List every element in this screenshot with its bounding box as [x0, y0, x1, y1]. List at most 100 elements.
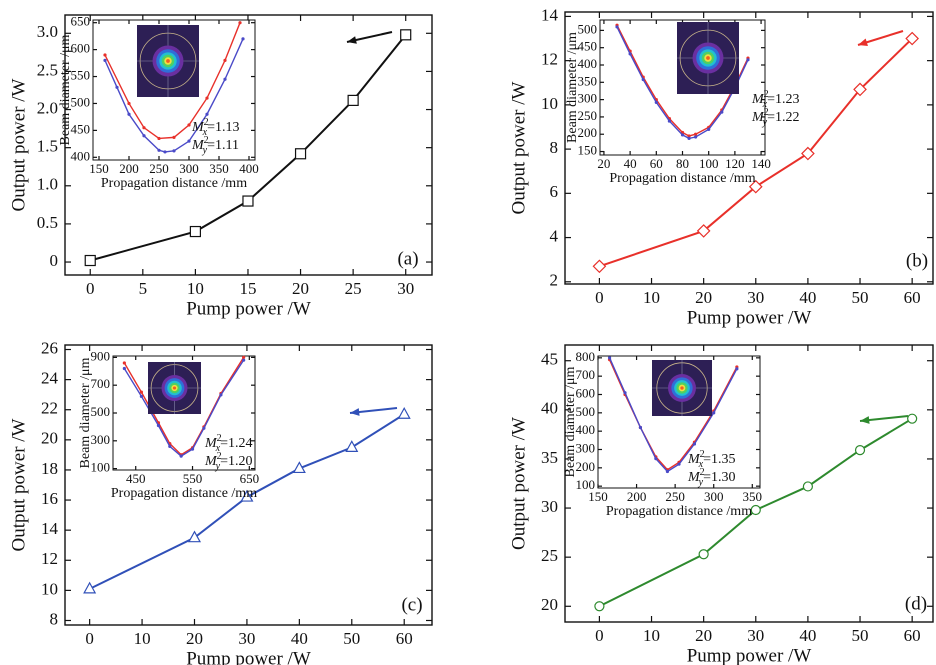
beam-profile-spot	[173, 386, 176, 389]
beam-point	[172, 136, 175, 139]
x-tick-label: 60	[904, 288, 921, 307]
x-tick-label: 30	[747, 288, 764, 307]
m2-annotation: M2x=1.35	[687, 449, 736, 470]
beam-point	[123, 361, 126, 364]
marker	[595, 602, 604, 611]
x-axis-title: Propagation distance /mm	[606, 504, 752, 519]
y-tick-label: 450	[578, 39, 598, 54]
y-tick-label: 500	[578, 21, 598, 36]
beam-point	[223, 78, 226, 81]
beam-point	[735, 367, 738, 370]
marker	[346, 441, 357, 451]
y-tick-label: 0	[50, 251, 59, 270]
y-axis-title: Output power /W	[508, 417, 529, 550]
m2-annotation: M2y=1.22	[751, 107, 800, 128]
beam-point	[142, 134, 145, 137]
marker	[348, 95, 358, 105]
y-tick-label: 8	[50, 609, 59, 628]
x-tick-label: 300	[704, 489, 724, 504]
marker	[189, 532, 200, 542]
y-tick-label: 2.0	[37, 98, 58, 117]
y-tick-label: 16	[41, 489, 58, 508]
beam-point	[115, 86, 118, 89]
y-tick-label: 6	[550, 182, 559, 201]
marker	[190, 227, 200, 237]
beam-point	[191, 448, 194, 451]
y-tick-label: 22	[41, 399, 58, 418]
y-tick-label: 300	[578, 91, 598, 106]
beam-point	[687, 137, 690, 140]
y-tick-label: 400	[71, 148, 91, 163]
x-axis-title: Pump power /W	[687, 307, 812, 328]
x-tick-label: 15	[239, 279, 256, 298]
x-tick-label: 200	[119, 161, 139, 176]
y-tick-label: 150	[578, 143, 598, 158]
beam-point	[157, 137, 160, 140]
y-tick-label: 2.5	[37, 60, 58, 79]
y-tick-label: 600	[71, 41, 91, 56]
y-tick-label: 100	[91, 460, 111, 475]
x-tick-label: 550	[183, 471, 203, 486]
m2-part: =1.23	[767, 92, 799, 107]
y-tick-label: 800	[576, 349, 596, 364]
beam-point	[140, 395, 143, 398]
beam-point	[668, 119, 671, 122]
y-tick-label: 400	[576, 422, 596, 437]
y-tick-label: 500	[71, 94, 91, 109]
y-tick-label: 350	[578, 73, 598, 88]
x-tick-label: 200	[627, 489, 647, 504]
y-tick-label: 26	[41, 338, 58, 357]
y-tick-label: 0.5	[37, 213, 58, 232]
y-axis-title: Beam diameter /μm	[563, 366, 578, 477]
marker	[593, 260, 605, 272]
m2-part: =1.30	[703, 470, 735, 485]
x-tick-label: 50	[852, 626, 869, 645]
beam-profile-spot	[706, 56, 710, 60]
beam-point	[205, 96, 208, 99]
arrow-head	[858, 39, 868, 46]
beam-point	[157, 424, 160, 427]
x-tick-label: 50	[343, 629, 360, 648]
y-tick-label: 300	[576, 440, 596, 455]
beam-point	[123, 367, 126, 370]
y-tick-label: 200	[576, 459, 596, 474]
y-tick-label: 24	[41, 369, 59, 388]
y-tick-label: 3.0	[37, 22, 58, 41]
y-tick-label: 1.0	[37, 175, 58, 194]
x-axis-title: Propagation distance /mm	[111, 486, 257, 501]
m2-part: =1.35	[703, 452, 735, 467]
m2-annotation: M2y=1.30	[687, 467, 736, 488]
y-tick-label: 30	[541, 497, 558, 516]
m2-annotation: M2x=1.24	[204, 433, 253, 454]
beam-profile-spot	[166, 59, 170, 63]
y-tick-label: 14	[41, 519, 59, 538]
x-tick-label: 20	[186, 629, 203, 648]
x-tick-label: 250	[665, 489, 685, 504]
x-tick-label: 40	[624, 156, 637, 171]
beam-point	[172, 149, 175, 152]
beam-point	[142, 126, 145, 129]
x-tick-label: 300	[179, 161, 199, 176]
beam-point	[746, 58, 749, 61]
marker	[399, 408, 410, 418]
m2-part: =1.24	[220, 436, 252, 451]
marker	[401, 30, 411, 40]
beam-point	[180, 454, 183, 457]
beam-point	[127, 113, 130, 116]
beam-point	[202, 427, 205, 430]
y-axis-title: Beam diameter /μm	[78, 357, 93, 468]
m2-part: =1.13	[207, 120, 239, 135]
beam-point	[242, 356, 245, 359]
y-tick-label: 14	[541, 5, 559, 24]
marker	[699, 550, 708, 559]
figure: 05101520253000.51.01.52.02.53.0Pump powe…	[0, 0, 936, 665]
beam-point	[163, 150, 166, 153]
panel-label: (d)	[905, 593, 927, 614]
beam-point	[694, 133, 697, 136]
x-tick-label: 10	[643, 288, 660, 307]
y-tick-label: 100	[576, 477, 596, 492]
y-tick-label: 900	[91, 348, 111, 363]
y-tick-label: 20	[541, 595, 558, 614]
